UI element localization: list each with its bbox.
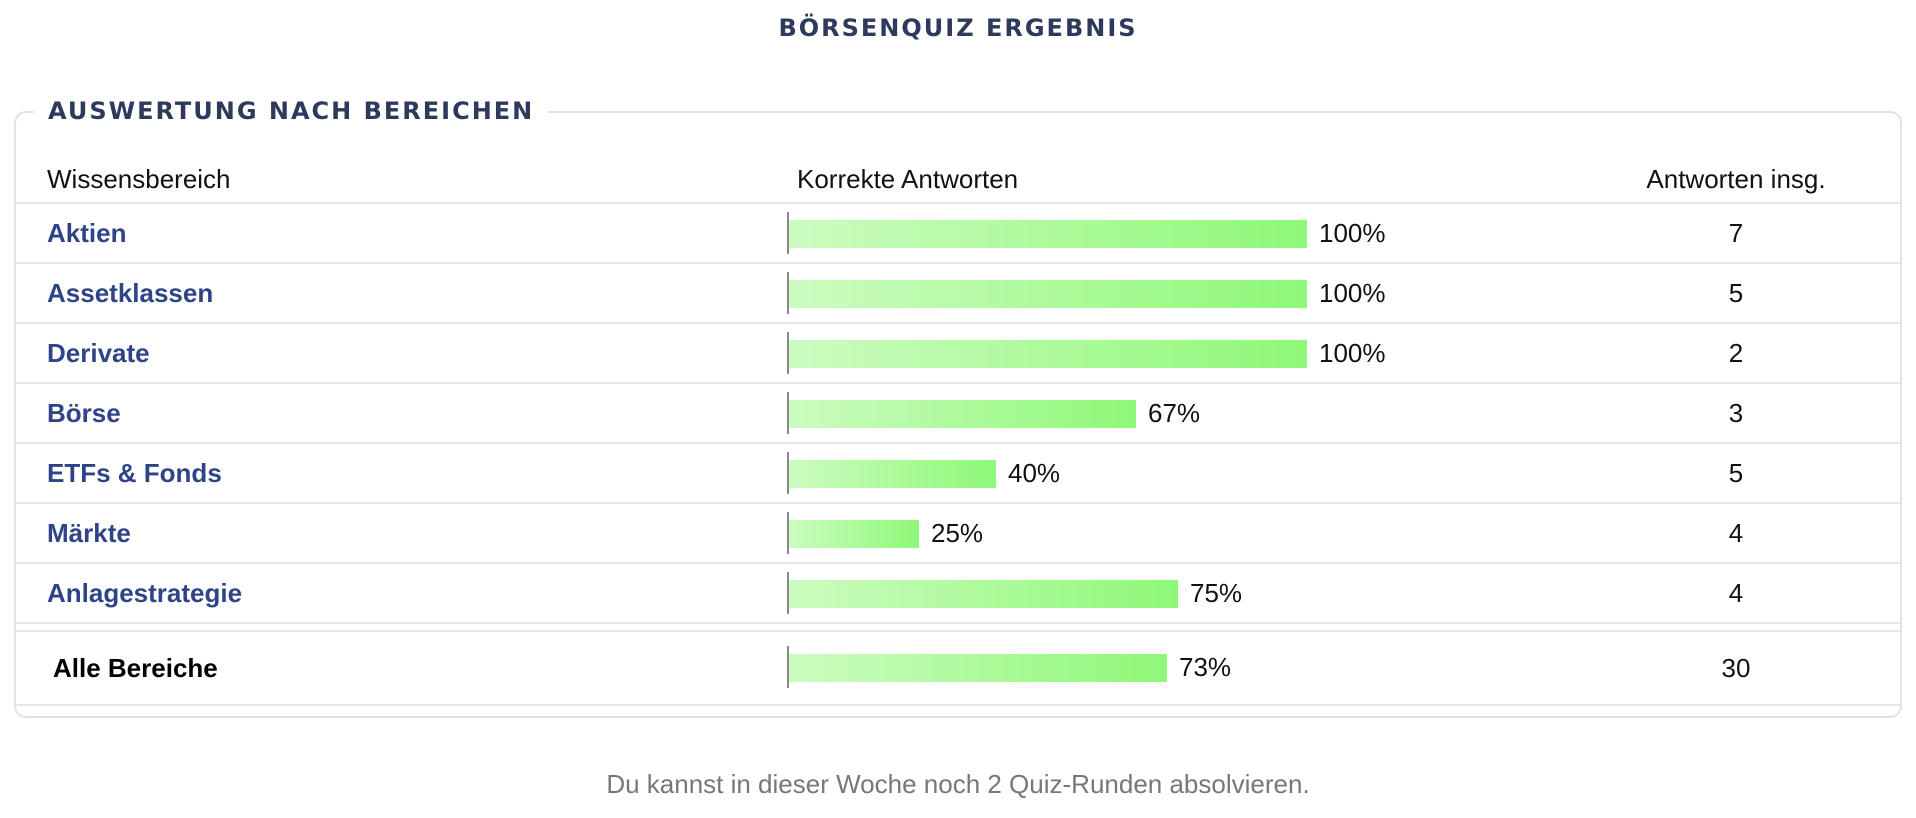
percent-label: 75%	[1190, 578, 1243, 608]
bar-cell: 40%	[787, 452, 1487, 494]
total-count: 30	[1721, 653, 1751, 683]
correct-bar	[789, 520, 919, 548]
area-link[interactable]: Märkte	[47, 518, 131, 548]
table-row: Märkte 25% 4	[16, 504, 1900, 564]
column-header-correct: Korrekte Antworten	[797, 164, 1019, 194]
bar-axis-line	[787, 452, 789, 494]
area-link[interactable]: ETFs & Fonds	[47, 458, 222, 488]
correct-bar	[789, 340, 1307, 368]
answer-count: 4	[1728, 578, 1744, 608]
bar-axis-line	[787, 392, 789, 434]
column-header-total: Antworten insg.	[1646, 164, 1826, 194]
table-row: Börse 67% 3	[16, 384, 1900, 444]
answer-count: 3	[1728, 398, 1744, 428]
table-body: Aktien 100% 7 Assetklassen 100% 5 Derivate 100%…	[16, 204, 1900, 624]
total-correct-bar	[789, 654, 1167, 682]
area-link[interactable]: Anlagestrategie	[47, 578, 243, 608]
bar-axis-line	[787, 512, 789, 554]
column-header-area: Wissensbereich	[47, 164, 231, 194]
table-divider	[16, 624, 1900, 632]
bar-axis-line	[787, 646, 789, 688]
table-row: Assetklassen 100% 5	[16, 264, 1900, 324]
correct-bar	[789, 460, 996, 488]
total-bar-cell: 73%	[787, 646, 1487, 688]
bar-cell: 100%	[787, 332, 1487, 374]
percent-label: 40%	[1008, 458, 1061, 488]
correct-bar	[789, 280, 1307, 308]
answer-count: 7	[1728, 218, 1744, 248]
bar-cell: 67%	[787, 392, 1487, 434]
page-title: BÖRSENQUIZ ERGEBNIS	[778, 14, 1138, 42]
correct-bar	[789, 220, 1307, 248]
area-link[interactable]: Börse	[47, 398, 121, 428]
total-row: Alle Bereiche 73% 30	[16, 632, 1900, 706]
total-percent-label: 73%	[1179, 652, 1232, 682]
answer-count: 5	[1728, 458, 1744, 488]
remaining-rounds-note: Du kannst in dieser Woche noch 2 Quiz-Ru…	[606, 769, 1310, 799]
correct-bar	[789, 580, 1178, 608]
bar-axis-line	[787, 332, 789, 374]
bar-axis-line	[787, 272, 789, 314]
answer-count: 4	[1728, 518, 1744, 548]
percent-label: 25%	[931, 518, 984, 548]
answer-count: 2	[1728, 338, 1744, 368]
percent-label: 100%	[1319, 218, 1386, 248]
area-link[interactable]: Derivate	[47, 338, 150, 368]
bar-axis-line	[787, 572, 789, 614]
bar-cell: 25%	[787, 512, 1487, 554]
bar-cell: 100%	[787, 272, 1487, 314]
percent-label: 100%	[1319, 278, 1386, 308]
total-area-label: Alle Bereiche	[53, 653, 218, 683]
bar-cell: 100%	[787, 212, 1487, 254]
answer-count: 5	[1728, 278, 1744, 308]
bar-cell: 75%	[787, 572, 1487, 614]
area-link[interactable]: Aktien	[47, 218, 127, 248]
table-row: Aktien 100% 7	[16, 204, 1900, 264]
area-link[interactable]: Assetklassen	[47, 278, 214, 308]
table-row: Anlagestrategie 75% 4	[16, 564, 1900, 624]
panel-legend: AUSWERTUNG NACH BEREICHEN	[34, 95, 549, 127]
table-header: Wissensbereich Korrekte Antworten Antwor…	[16, 150, 1900, 204]
table-row: Derivate 100% 2	[16, 324, 1900, 384]
table-row: ETFs & Fonds 40% 5	[16, 444, 1900, 504]
results-table: Wissensbereich Korrekte Antworten Antwor…	[16, 150, 1900, 706]
percent-label: 67%	[1148, 398, 1201, 428]
bar-axis-line	[787, 212, 789, 254]
percent-label: 100%	[1319, 338, 1386, 368]
results-panel	[14, 111, 1902, 718]
correct-bar	[789, 400, 1136, 428]
